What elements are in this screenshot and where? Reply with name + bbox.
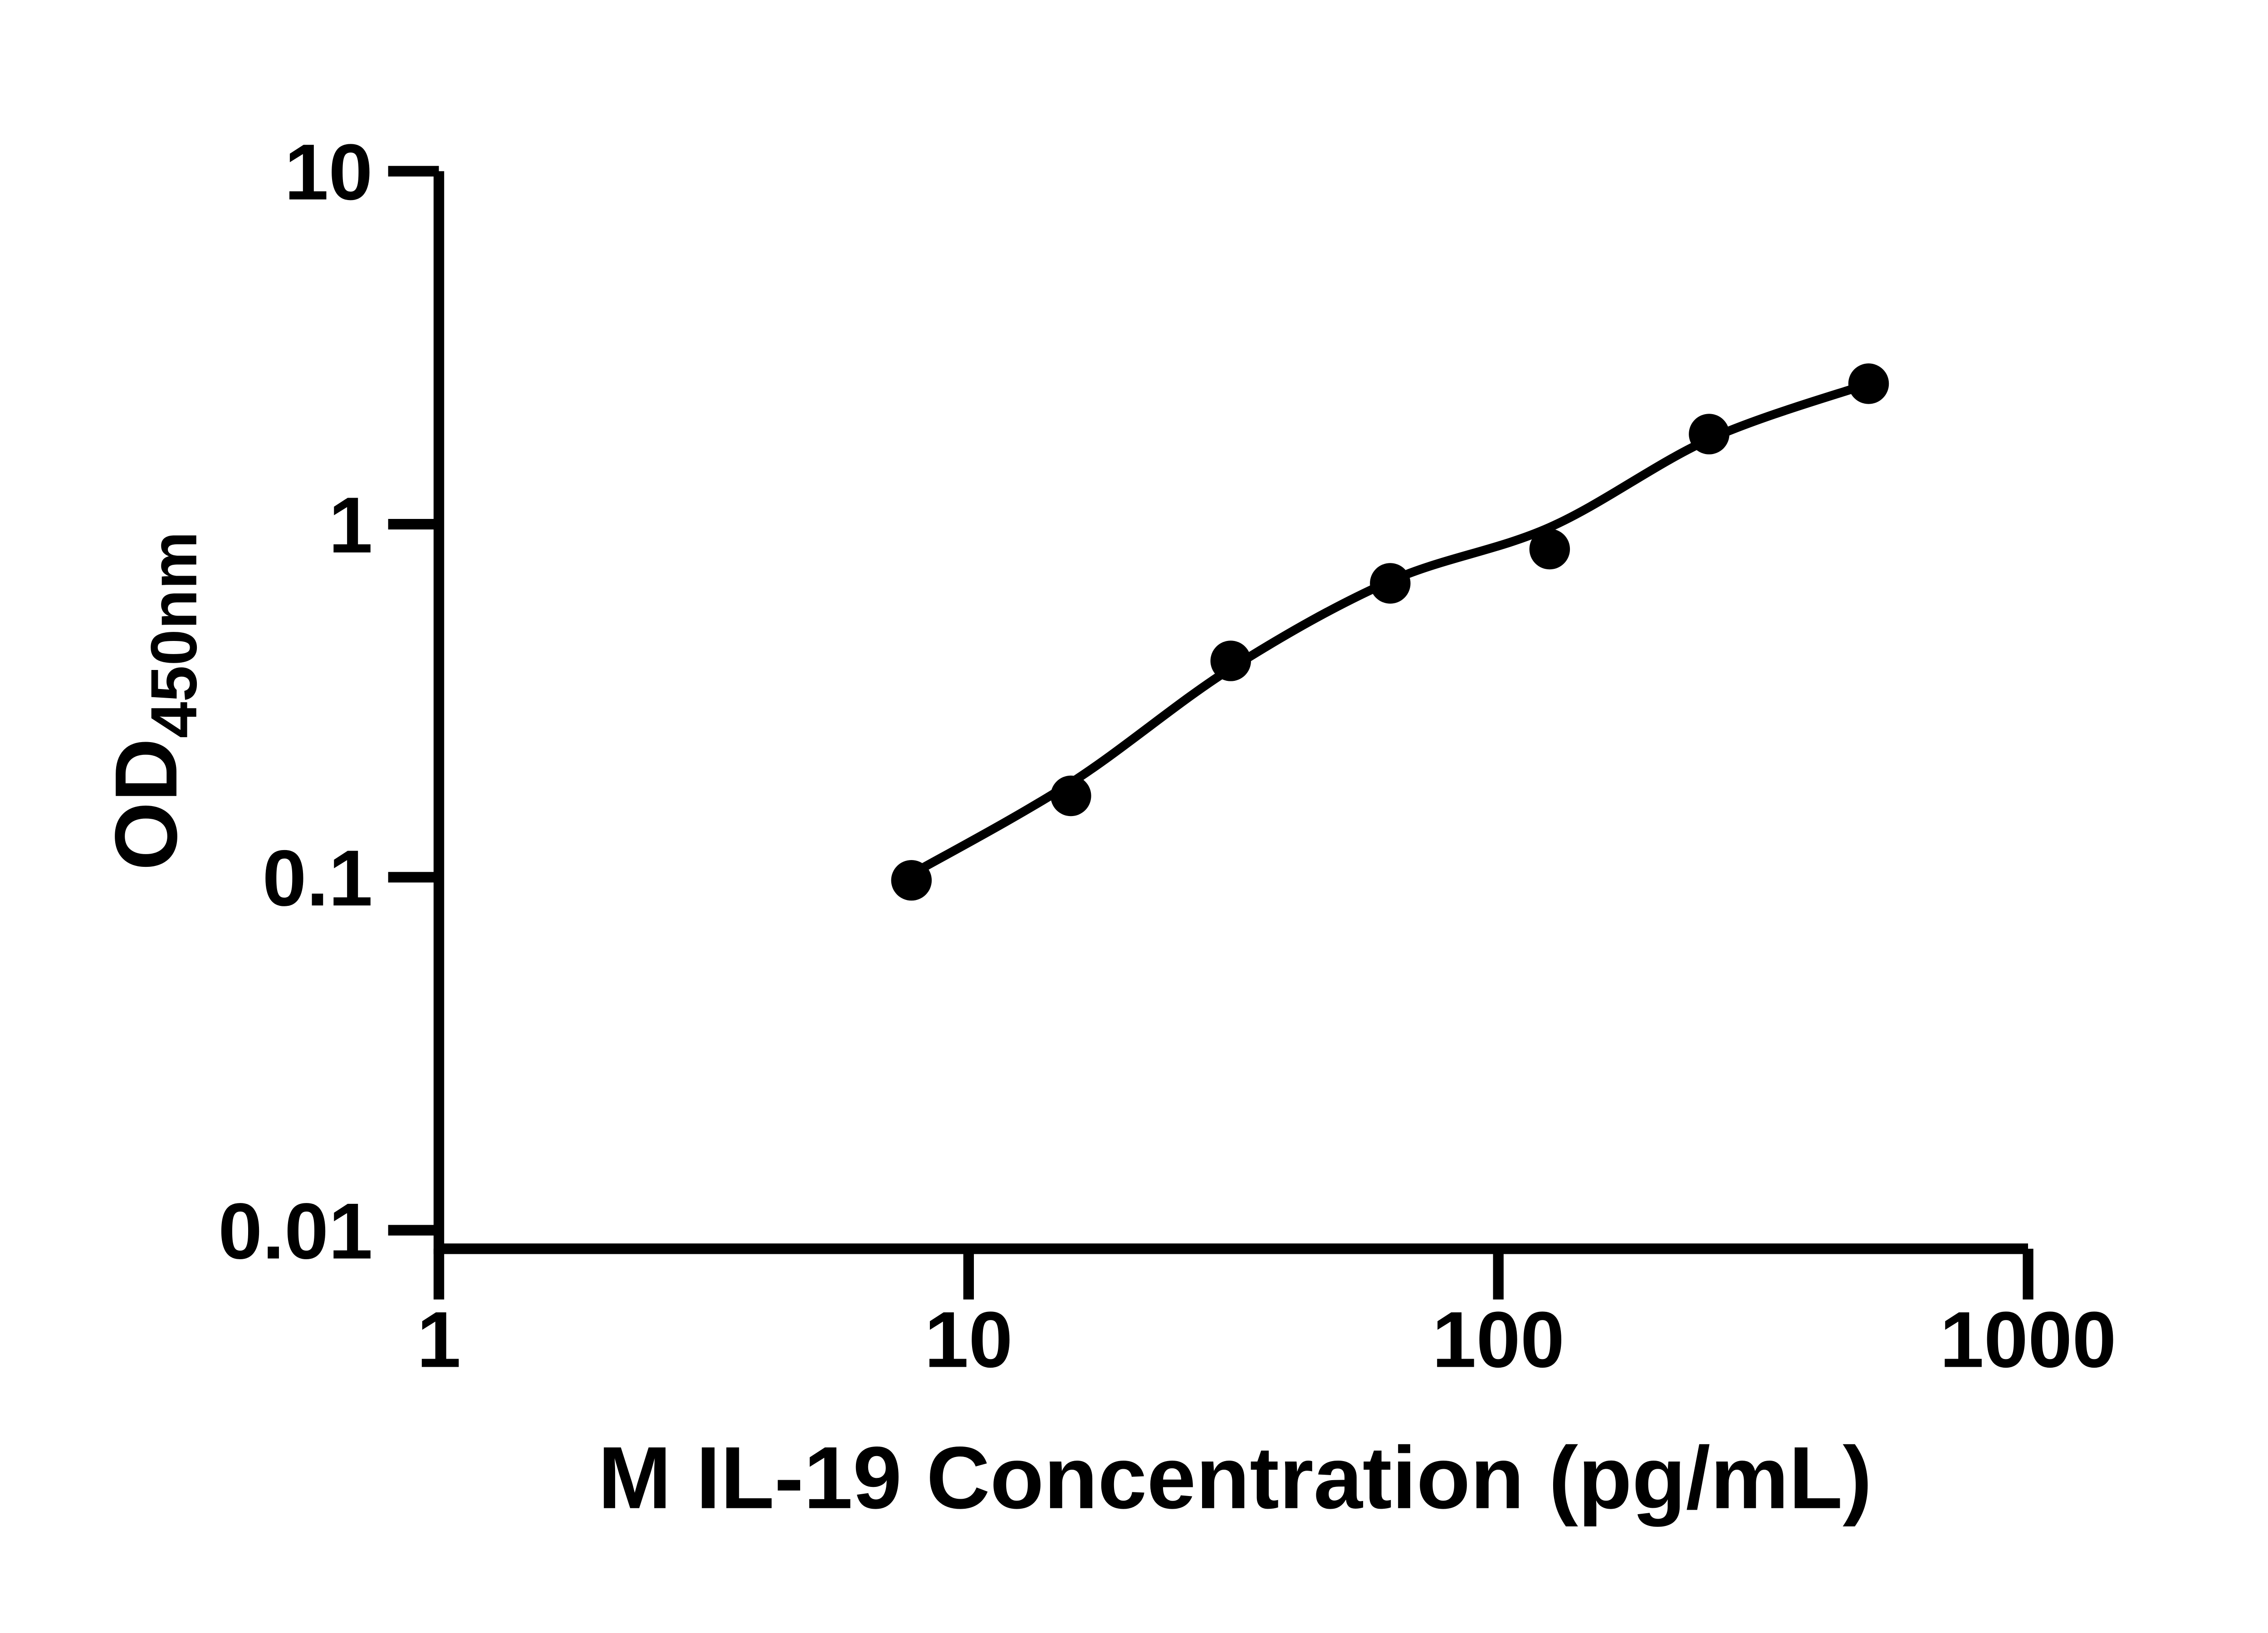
x-axis-tick-labels: 1 10 100 1000: [417, 1296, 2116, 1384]
axis-lines: [433, 171, 2028, 1254]
data-point: [1689, 414, 1730, 455]
x-axis-title: M IL-19 Concentration (pg/mL): [598, 1429, 1872, 1527]
data-point: [1370, 563, 1411, 604]
x-axis-tick-label: 100: [1432, 1296, 1564, 1384]
y-axis-title-main: OD: [97, 738, 196, 870]
y-axis-tick-label: 10: [284, 128, 373, 217]
data-point: [1210, 640, 1251, 681]
y-axis-tick-label: 0.1: [262, 834, 372, 923]
y-axis-tick-labels: 10 1 0.1 0.01: [218, 128, 373, 1276]
data-points: [891, 363, 1889, 901]
x-axis-tick-label: 1000: [1940, 1296, 2116, 1384]
data-point: [1051, 775, 1091, 816]
y-axis-ticks: [388, 166, 439, 1236]
x-axis-ticks: [433, 1248, 2033, 1300]
y-axis-tick-label: 1: [328, 481, 372, 570]
y-axis-title: OD450nm: [97, 531, 210, 870]
y-axis-tick-label: 0.01: [218, 1187, 373, 1276]
data-point: [1848, 363, 1889, 404]
x-axis-tick-label: 1: [417, 1296, 461, 1384]
data-point: [891, 860, 932, 901]
y-axis-title-subscript: 450nm: [138, 531, 210, 738]
x-axis-tick-label: 10: [924, 1296, 1013, 1384]
data-point: [1529, 528, 1570, 570]
